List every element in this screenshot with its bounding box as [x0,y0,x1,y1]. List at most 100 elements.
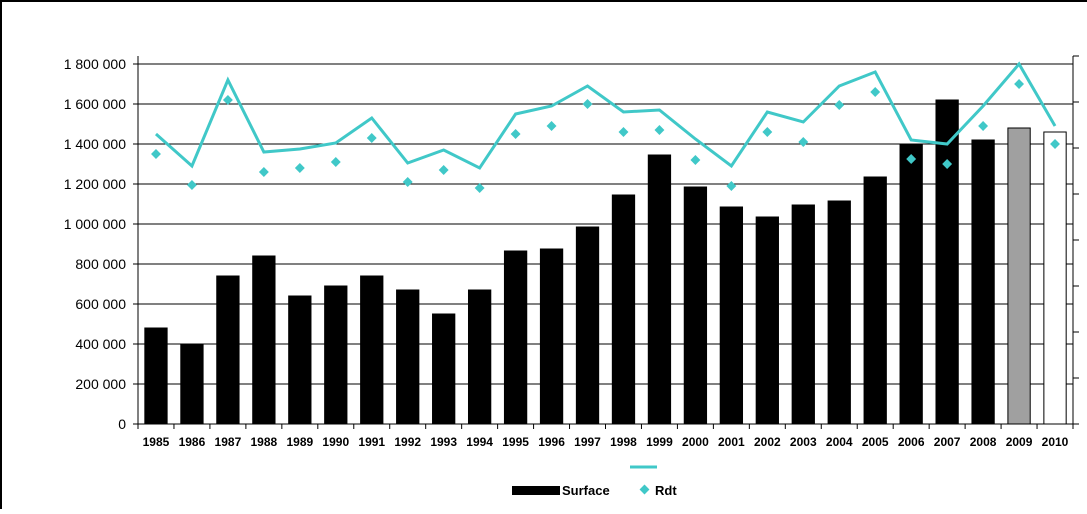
x-tick-label: 1995 [502,435,529,449]
surface-bar [360,275,384,425]
surface-bar [575,226,600,425]
surface-bar [503,250,528,425]
x-tick-label: 2009 [1006,435,1033,449]
y-tick-label: 0 [118,416,126,432]
rdt-point [582,99,593,109]
legend-rdt-marker [639,484,650,495]
x-tick-label: 1991 [358,435,385,449]
rdt-point [402,177,413,187]
x-tick-label: 2007 [934,435,961,449]
x-tick-label: 2002 [754,435,781,449]
y-tick-label: 1 200 000 [64,176,126,192]
rdt-point [726,181,737,191]
x-tick-label: 1986 [179,435,206,449]
rdt-point [906,154,917,164]
y-tick-label: 400 000 [75,336,126,352]
rdt-point [258,167,269,177]
surface-bar [863,176,887,425]
surface-bar [1007,127,1031,425]
surface-bar [1043,131,1067,425]
x-tick-label: 2000 [682,435,709,449]
x-tick-label: 1992 [394,435,421,449]
y-tick-label: 1 400 000 [64,136,126,152]
y-tick-label: 800 000 [75,256,126,272]
surface-bar [180,344,204,425]
x-tick-label: 1985 [143,435,170,449]
y-tick-label: 200 000 [75,376,126,392]
x-tick-labels: 1985 1986 1987 1988 1989 1990 1991 1992 1993 1994… [143,435,1069,449]
rdt-point [870,87,881,97]
surface-bar [216,275,240,425]
surface-bar [899,143,923,425]
x-tick-label: 1990 [322,435,349,449]
rdt-point [762,127,773,137]
rdt-point [222,95,233,105]
surface-bar [719,206,744,425]
surface-bar [755,216,779,425]
x-tick-label: 1998 [610,435,637,449]
rdt-point [438,165,449,175]
rdt-point [834,100,845,110]
y-tick-labels: 0 200 000 400 000 600 000 800 000 1 000 000 1 … [64,56,127,432]
surface-bar [647,154,672,425]
y-tick-label: 1 800 000 [64,56,126,72]
surface-bar [791,204,815,425]
axes [133,55,1079,429]
x-tick-label: 1996 [538,435,565,449]
rdt-point [366,133,377,143]
legend-surface-swatch [512,486,560,495]
rdt-point [510,129,521,139]
gridlines [138,63,1073,385]
x-tick-label: 1987 [215,435,242,449]
rdt-point [978,121,989,131]
rdt-point-series [151,79,1060,193]
surface-bars [144,99,1067,425]
rdt-point [1014,79,1025,89]
x-tick-label: 1988 [251,435,278,449]
x-tick-label: 2001 [718,435,745,449]
surface-bar [252,255,276,425]
surface-bar [324,285,348,425]
surface-bar [144,327,168,425]
rdt-point [798,137,809,147]
rdt-point [546,121,557,131]
surface-bar [683,186,708,425]
rdt-line-series [154,61,1057,170]
y-tick-label: 600 000 [75,296,126,312]
x-tick-label: 1997 [574,435,601,449]
rdt-point [654,125,665,135]
y-tick-label: 1 600 000 [64,96,126,112]
rdt-point [474,183,485,193]
rdt-point [186,180,197,190]
rdt-point [942,159,953,169]
x-tick-label: 2008 [970,435,997,449]
y-tick-label: 1 000 000 [64,216,126,232]
rdt-point [690,155,701,165]
rdt-point [1050,139,1060,149]
x-tick-label: 2005 [862,435,889,449]
legend-rdt-label: Rdt [655,483,677,498]
surface-bar [396,289,420,425]
rdt-point [618,127,629,137]
x-tick-label: 1994 [466,435,493,449]
x-tick-label: 2006 [898,435,925,449]
surface-bar [467,289,492,425]
legend-surface-label: Surface [562,483,610,498]
surface-bar [935,99,959,425]
surface-bar [288,295,312,425]
x-tick-label: 2010 [1042,435,1069,449]
rdt-point [294,163,305,173]
surface-bar [827,200,851,425]
surface-bar [432,313,456,425]
x-tick-label: 2003 [790,435,817,449]
surface-bar [539,248,564,425]
surface-bar [971,139,995,425]
x-tick-label: 1993 [430,435,457,449]
rdt-point [330,157,341,167]
x-tick-label: 1989 [286,435,313,449]
surface-bar [611,194,636,425]
rdt-line [154,61,1057,170]
legend: Surface Rdt [512,465,677,498]
